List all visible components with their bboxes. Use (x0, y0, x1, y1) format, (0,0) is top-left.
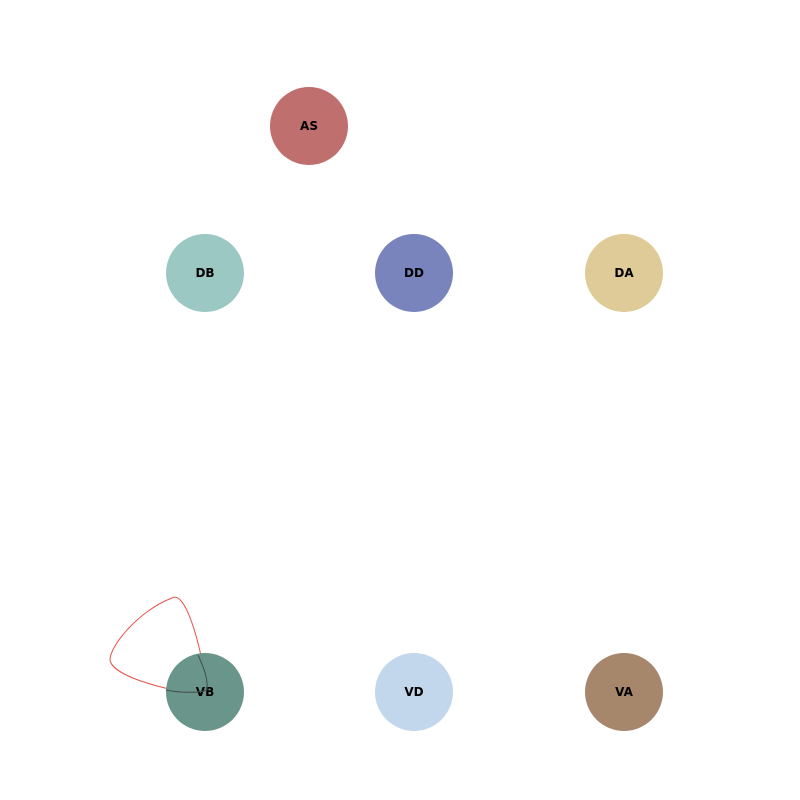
node-vb-label: VB (196, 685, 214, 699)
node-dd[interactable]: DD (375, 234, 453, 312)
node-va-circle (585, 653, 663, 731)
edge-vb-self-loop (109, 596, 208, 696)
node-da[interactable]: DA (585, 234, 663, 312)
node-as-circle (270, 87, 348, 165)
node-va-label: VA (615, 685, 633, 699)
node-dd-circle (375, 234, 453, 312)
node-as-label: AS (300, 119, 318, 133)
node-vb[interactable]: VB (166, 653, 244, 731)
node-db[interactable]: DB (166, 234, 244, 312)
node-vd-circle (375, 653, 453, 731)
node-vd-label: VD (404, 685, 423, 699)
node-db-circle (166, 234, 244, 312)
node-db-label: DB (195, 266, 214, 280)
node-va[interactable]: VA (585, 653, 663, 731)
node-dd-label: DD (404, 266, 424, 280)
node-vb-circle (166, 653, 244, 731)
edge-vb-self-loop-overlay (165, 654, 208, 693)
node-as[interactable]: AS (270, 87, 348, 165)
node-da-circle (585, 234, 663, 312)
node-vd[interactable]: VD (375, 653, 453, 731)
node-da-label: DA (614, 266, 634, 280)
